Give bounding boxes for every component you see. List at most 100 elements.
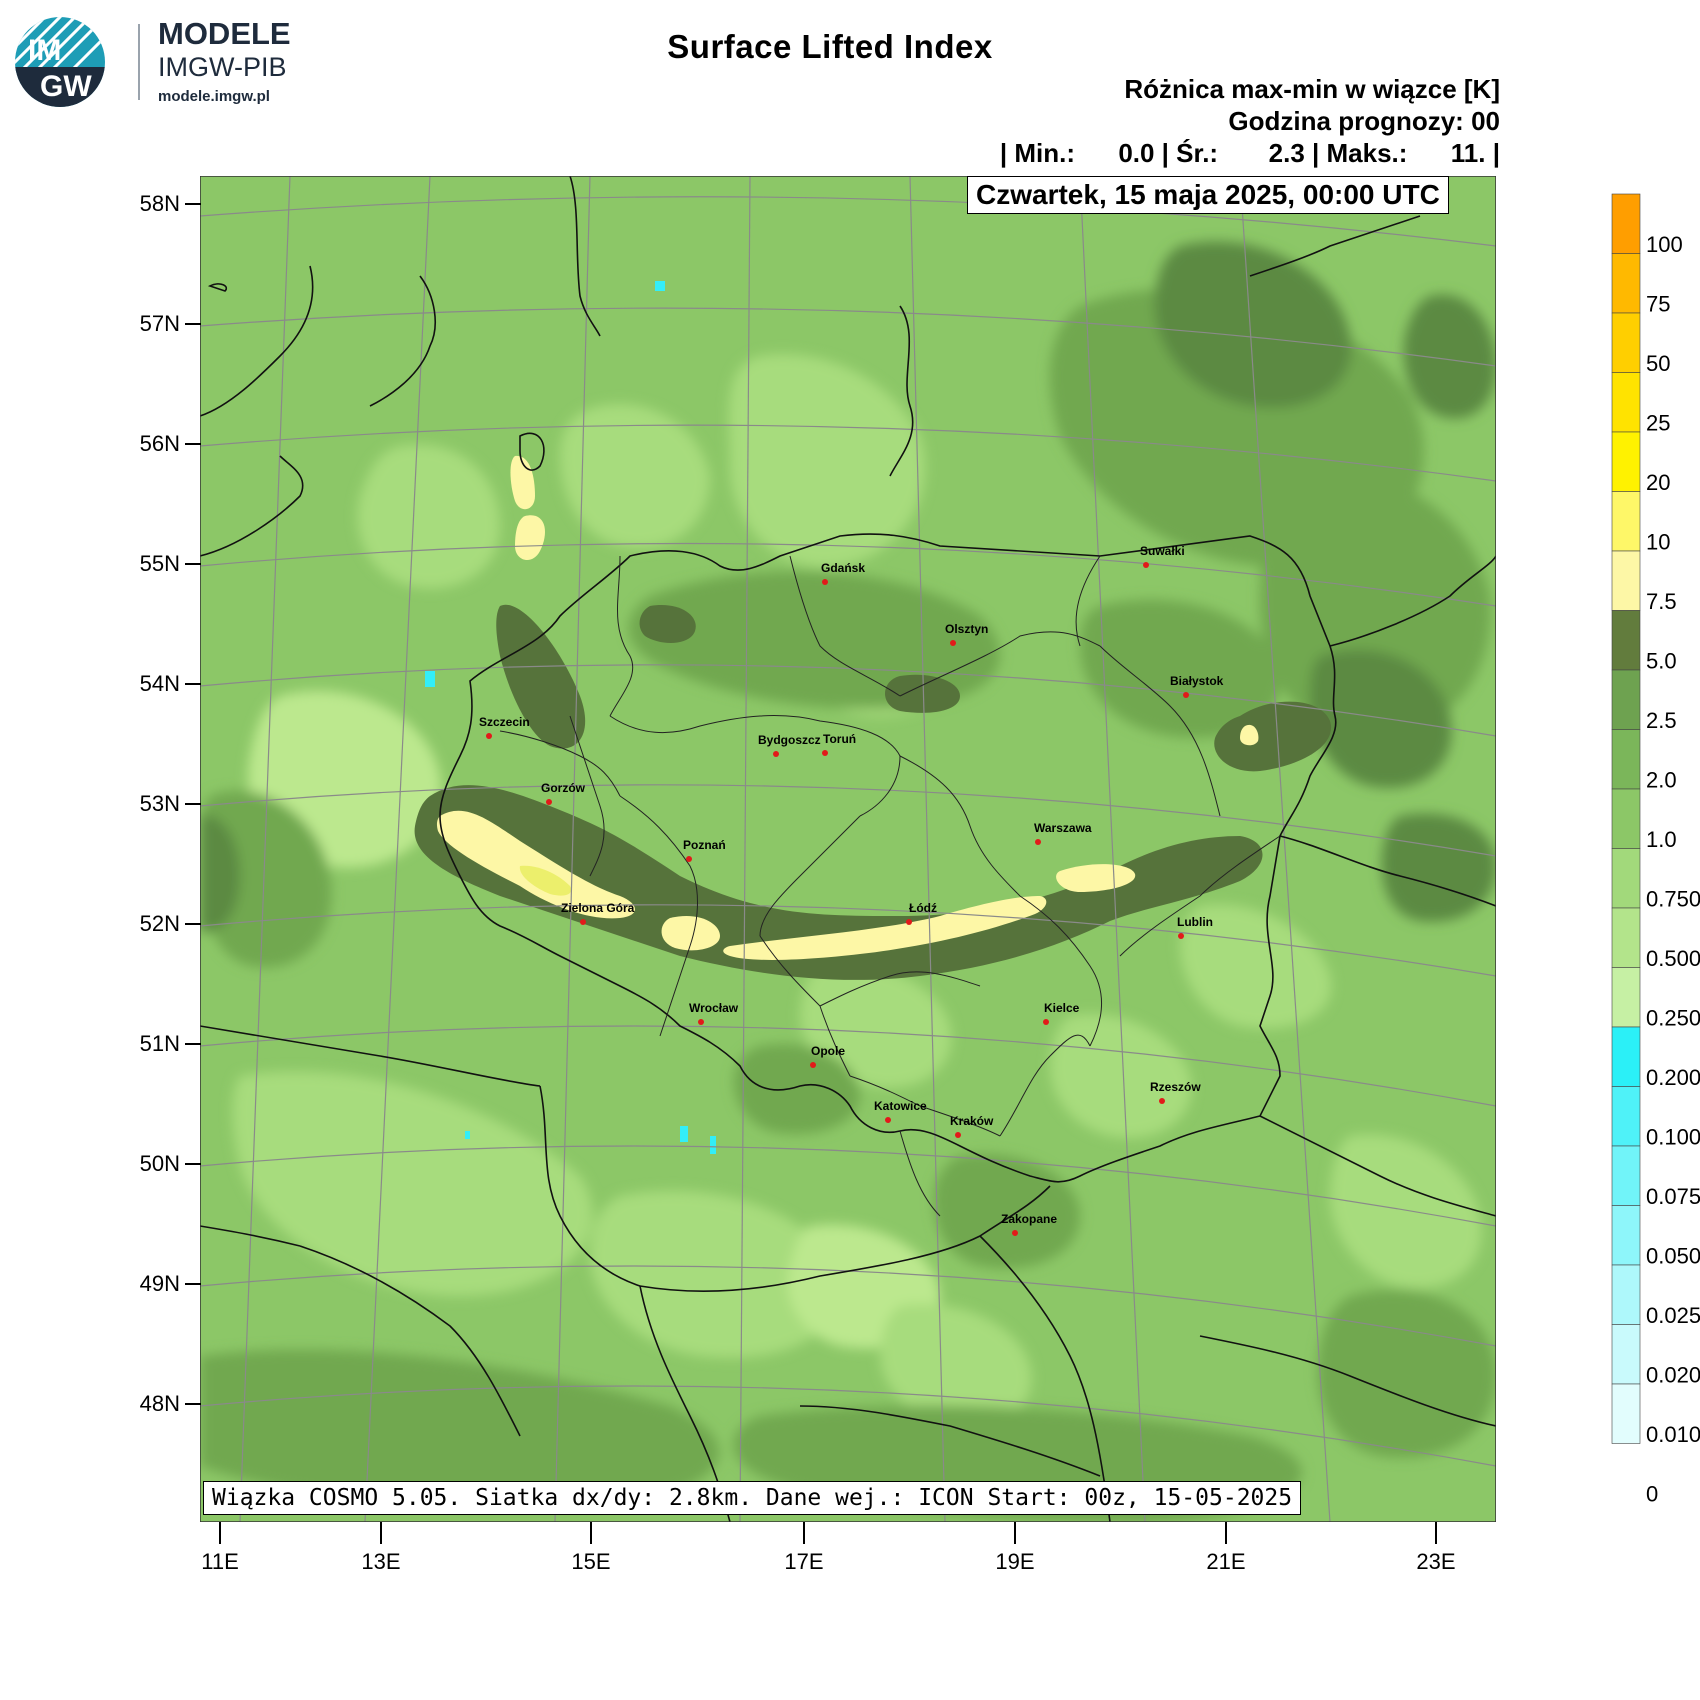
legend-label: 0 xyxy=(1646,1482,1658,1507)
city-dot xyxy=(906,919,912,925)
legend-box xyxy=(1611,372,1641,433)
city-label: Gorzów xyxy=(541,781,586,795)
city-dot xyxy=(810,1062,816,1068)
legend-box xyxy=(1611,1086,1641,1147)
legend-label: 50 xyxy=(1646,351,1670,376)
imgw-logo: IM GW MODELE IMGW-PIB modele.imgw.pl xyxy=(10,10,310,110)
city-label: Bydgoszcz xyxy=(758,733,821,747)
legend-box xyxy=(1611,312,1641,373)
city-dot xyxy=(486,733,492,739)
variable-label: Różnica max-min w wiązce [K] xyxy=(1124,74,1500,104)
city-label: Warszawa xyxy=(1034,821,1092,835)
lat-tick-label: 54N xyxy=(140,671,180,696)
legend-box xyxy=(1611,848,1641,909)
city-label: Lublin xyxy=(1177,915,1213,929)
legend-label: 0.050 xyxy=(1646,1244,1700,1269)
legend-box xyxy=(1611,669,1641,730)
city-label: Białystok xyxy=(1170,674,1224,688)
org-name: IMGW-PIB xyxy=(158,52,287,82)
legend-box xyxy=(1611,193,1641,254)
field-statistics: | Min.: 0.0 | Śr.: 2.3 | Maks.: 11. | xyxy=(999,138,1500,168)
legend-label: 7.5 xyxy=(1646,589,1677,614)
city-label: Olsztyn xyxy=(945,622,988,636)
forecast-hour: Godzina prognozy: 00 xyxy=(1228,106,1500,136)
legend-label: 0.750 xyxy=(1646,887,1700,912)
city-dot xyxy=(1035,839,1041,845)
legend-box xyxy=(1611,1383,1641,1444)
longitude-axis: 11E 13E 15E 17E 19E 21E 23E xyxy=(201,1522,1456,1574)
legend-box xyxy=(1611,788,1641,849)
country-borders xyxy=(200,176,1496,1522)
city-dot xyxy=(822,750,828,756)
city-dot xyxy=(950,640,956,646)
legend-box xyxy=(1611,1026,1641,1087)
legend-box xyxy=(1611,907,1641,968)
region-borders xyxy=(499,555,1281,1217)
legend-label: 0.020 xyxy=(1646,1363,1700,1388)
city-label: Zielona Góra xyxy=(561,901,635,915)
city-dot xyxy=(955,1132,961,1138)
logo-divider xyxy=(138,24,140,100)
city-label: Toruń xyxy=(823,732,856,746)
city-dot xyxy=(698,1019,704,1025)
legend-box xyxy=(1611,967,1641,1028)
city-label: Gdańsk xyxy=(821,561,865,575)
city-dot xyxy=(546,799,552,805)
city-label: Opole xyxy=(811,1044,845,1058)
lat-tick-label: 48N xyxy=(140,1391,180,1416)
legend-labels: 100 75 50 25 20 10 7.5 5.0 2.5 2.0 1.0 0.750 0.500 0.… xyxy=(1646,232,1700,1507)
legend-label: 0.250 xyxy=(1646,1006,1700,1031)
logo-text-top: IM xyxy=(28,34,61,67)
legend-label: 100 xyxy=(1646,232,1683,257)
lat-tick-label: 50N xyxy=(140,1151,180,1176)
legend-box xyxy=(1611,253,1641,314)
city-label: Wrocław xyxy=(689,1001,739,1015)
forecast-map: Gdańsk Suwałki Olsztyn Białystok Szczecin Byd… xyxy=(200,176,1496,1522)
city-dot xyxy=(773,751,779,757)
city-markers: Gdańsk Suwałki Olsztyn Białystok Szczecin Byd… xyxy=(479,544,1224,1236)
legend-box xyxy=(1611,431,1641,492)
forecast-date-box: Czwartek, 15 maja 2025, 00:00 UTC xyxy=(967,176,1449,214)
city-label: Zakopane xyxy=(1001,1212,1057,1226)
legend-label: 25 xyxy=(1646,411,1670,436)
legend-label: 5.0 xyxy=(1646,649,1677,674)
lon-tick-label: 15E xyxy=(571,1549,610,1574)
lon-tick-label: 17E xyxy=(784,1549,823,1574)
city-dot xyxy=(1143,562,1149,568)
lat-tick-label: 51N xyxy=(140,1031,180,1056)
legend-label: 20 xyxy=(1646,470,1670,495)
legend-box xyxy=(1611,1145,1641,1206)
logo-text-bottom: GW xyxy=(40,70,92,103)
site-url[interactable]: modele.imgw.pl xyxy=(158,88,270,105)
city-label: Szczecin xyxy=(479,715,530,729)
city-dot xyxy=(580,919,586,925)
city-dot xyxy=(1012,1230,1018,1236)
legend-label: 0.025 xyxy=(1646,1303,1700,1328)
legend-label: 10 xyxy=(1646,530,1670,555)
lon-tick-label: 21E xyxy=(1206,1549,1245,1574)
lat-tick-label: 49N xyxy=(140,1271,180,1296)
legend-box xyxy=(1611,491,1641,552)
lon-tick-label: 13E xyxy=(361,1549,400,1574)
lon-tick-label: 23E xyxy=(1416,1549,1455,1574)
instability-band xyxy=(414,281,1332,1154)
lat-tick-label: 55N xyxy=(140,551,180,576)
legend-label: 0.100 xyxy=(1646,1125,1700,1150)
city-dot xyxy=(822,579,828,585)
city-dot xyxy=(686,856,692,862)
city-dot xyxy=(1159,1098,1165,1104)
color-legend: 100 75 50 25 20 10 7.5 5.0 2.5 2.0 1.0 0.750 0.500 0.… xyxy=(1611,193,1700,1507)
model-info-box: Wiązka COSMO 5.05. Siatka dx/dy: 2.8km. … xyxy=(203,1481,1302,1515)
lon-tick-label: 11E xyxy=(201,1549,239,1574)
legend-label: 0.010 xyxy=(1646,1422,1700,1447)
city-label: Kielce xyxy=(1044,1001,1080,1015)
legend-label: 0.200 xyxy=(1646,1065,1700,1090)
city-label: Suwałki xyxy=(1140,544,1185,558)
lat-tick-label: 58N xyxy=(140,191,180,216)
legend-label: 2.5 xyxy=(1646,708,1677,733)
city-dot xyxy=(1043,1019,1049,1025)
lon-tick-label: 19E xyxy=(995,1549,1034,1574)
legend-box xyxy=(1611,729,1641,790)
city-dot xyxy=(1183,692,1189,698)
map-title: Surface Lifted Index xyxy=(667,28,993,65)
